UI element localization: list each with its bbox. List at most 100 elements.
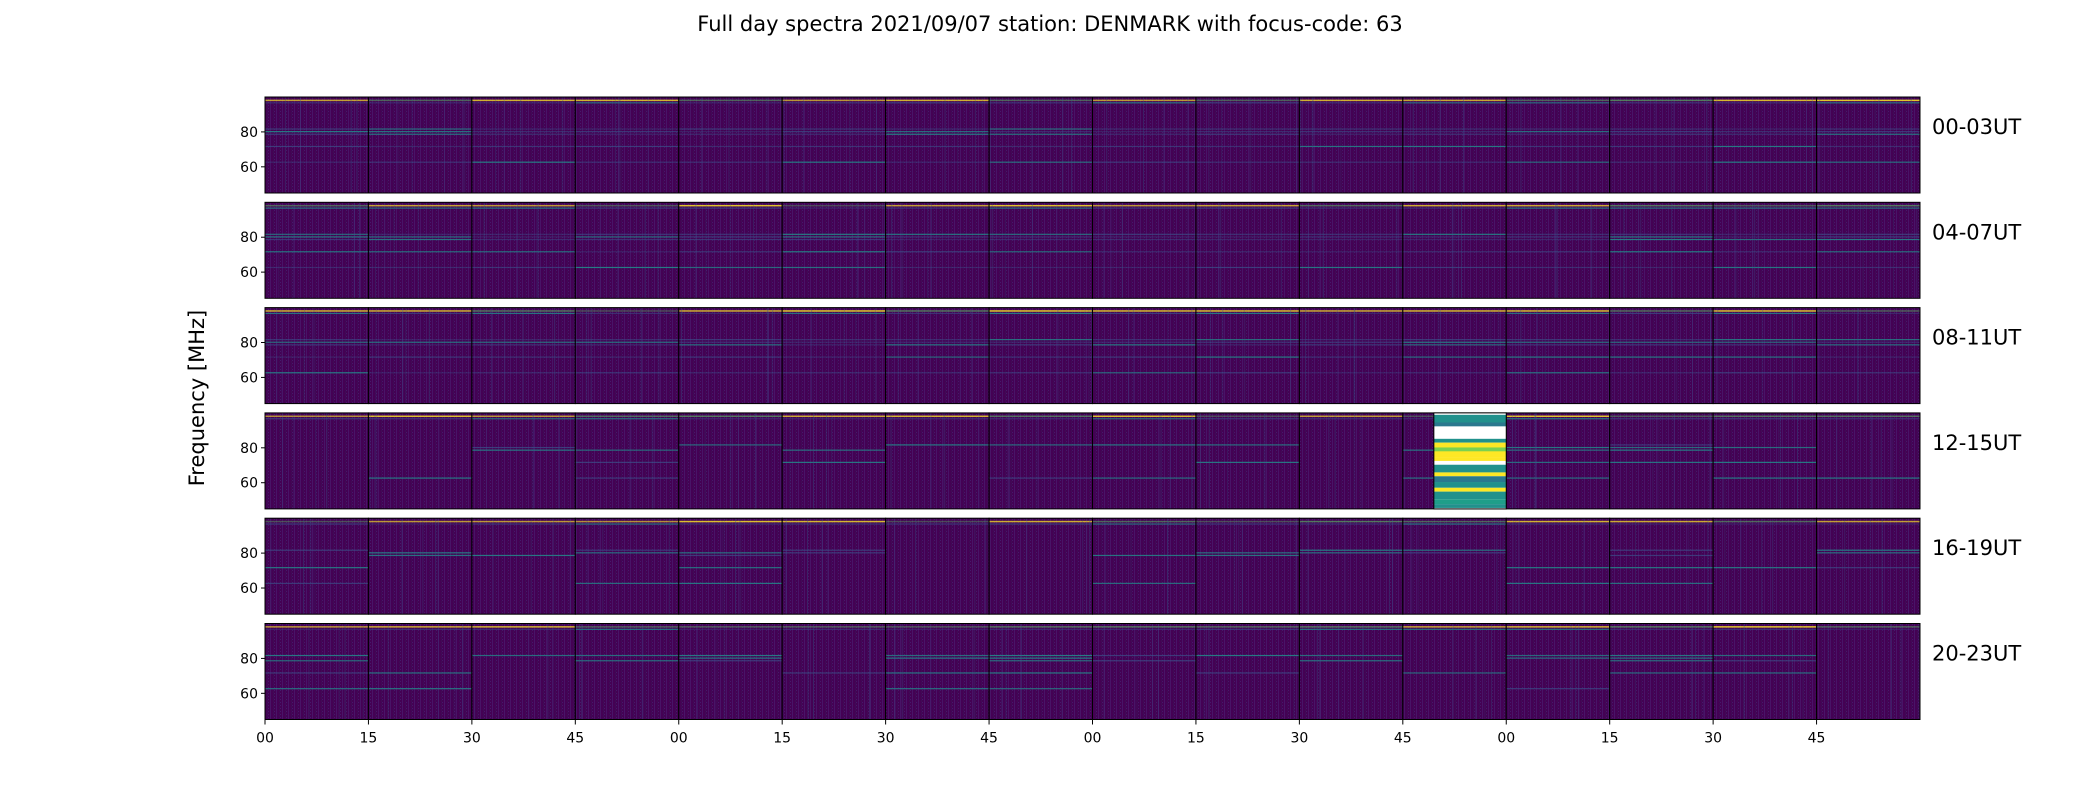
spectrum-panel (1712, 412, 1818, 510)
spectrum-panel (574, 307, 680, 405)
spectrum-panel (264, 96, 369, 194)
spectrum-panel (885, 517, 990, 615)
y-tick-label: 80 (240, 125, 258, 141)
spectrum-panel (367, 517, 473, 615)
spectrum-panel (1402, 307, 1507, 405)
spectrum-panel (1712, 623, 1818, 720)
y-tick-label: 80 (240, 441, 258, 457)
spectrum-panel (1609, 412, 1714, 510)
spectrum-panel (367, 96, 473, 194)
spectrum-panel (574, 412, 680, 510)
x-tick-label: 00 (256, 731, 274, 747)
x-tick-label: 45 (566, 731, 584, 747)
spectrum-panel (781, 412, 887, 510)
spectrum-panel (574, 96, 680, 194)
row-label: 16-19UT (1932, 536, 2021, 560)
spectrum-panel (1816, 307, 1921, 405)
spectrum-panel (1092, 412, 1197, 510)
spectra-row: 80 60 00-03UT (240, 96, 2021, 194)
spectrum-panel (781, 201, 887, 299)
spectrum-panel (471, 307, 576, 405)
spectrum-panel (1505, 201, 1611, 299)
spectrum-panel (1505, 623, 1611, 720)
row-label: 12-15UT (1932, 431, 2021, 455)
spectra-row: 80 60 04-07UT (240, 201, 2021, 299)
spectrum-panel (1816, 623, 1921, 720)
spectrum-panel (1609, 517, 1714, 615)
x-tick-label: 00 (1084, 731, 1102, 747)
spectrum-panel (678, 96, 783, 194)
spectrum-panel (678, 307, 783, 405)
spectrum-panel (1505, 96, 1611, 194)
spectrum-panel (1195, 201, 1300, 299)
spectrum-panel (885, 412, 990, 510)
x-tick-label: 30 (1704, 731, 1722, 747)
spectrum-panel (1298, 517, 1404, 615)
spectrum-panel (367, 307, 473, 405)
spectrum-panel (367, 201, 473, 299)
spectrum-panel (781, 96, 887, 194)
spectrum-panel (678, 517, 783, 615)
spectrum-panel (574, 623, 680, 720)
row-label: 04-07UT (1932, 220, 2021, 244)
spectrum-panel (678, 623, 783, 720)
spectrum-panel (678, 201, 783, 299)
spectrum-panel (1298, 412, 1404, 510)
spectrum-panel (1402, 623, 1507, 720)
x-tick-label: 45 (980, 731, 998, 747)
spectrum-panel (1402, 201, 1507, 299)
x-tick-label: 45 (1394, 731, 1412, 747)
spectrum-panel (1092, 623, 1197, 720)
x-tick-label: 15 (360, 731, 378, 747)
spectrum-panel (781, 517, 887, 615)
y-tick-label: 60 (240, 581, 258, 597)
spectrum-panel (264, 517, 369, 615)
spectrum-panel (264, 412, 369, 510)
spectrum-panel (264, 307, 369, 405)
spectrum-panel (1505, 517, 1611, 615)
row-label: 20-23UT (1932, 642, 2021, 666)
x-tick-label: 15 (1601, 731, 1619, 747)
y-tick-label: 60 (240, 370, 258, 386)
spectrum-panel (1195, 307, 1300, 405)
spectrum-panel (1298, 201, 1404, 299)
spectrum-panel (1609, 201, 1714, 299)
spectrum-panel (471, 412, 576, 510)
spectrum-panel (781, 623, 887, 720)
spectrum-panel (885, 96, 990, 194)
spectrum-panel (1816, 517, 1921, 615)
burst-block (1433, 412, 1507, 510)
spectrum-panel (1712, 307, 1818, 405)
spectrum-panel (1195, 412, 1300, 510)
spectrum-panel (1816, 412, 1921, 510)
row-label: 08-11UT (1932, 326, 2021, 350)
spectrum-panel (574, 517, 680, 615)
spectrum-panel (678, 412, 783, 510)
spectrum-panel (1092, 201, 1197, 299)
spectrum-panel (988, 201, 1093, 299)
spectrum-panel (1092, 307, 1197, 405)
x-tick-label: 30 (463, 731, 481, 747)
x-tick-label: 15 (1187, 731, 1205, 747)
spectrum-panel (1712, 517, 1818, 615)
spectrum-panel (1712, 201, 1818, 299)
x-tick-label: 30 (877, 731, 895, 747)
spectrum-panel (1195, 96, 1300, 194)
spectrum-panel (1298, 623, 1404, 720)
y-tick-label: 60 (240, 476, 258, 492)
x-tick-label: 45 (1808, 731, 1826, 747)
x-tick-label: 30 (1290, 731, 1308, 747)
spectrum-panel (1609, 307, 1714, 405)
x-tick-label: 15 (773, 731, 791, 747)
spectrum-panel (471, 96, 576, 194)
spectrum-panel (988, 96, 1093, 194)
spectrum-panel (1712, 96, 1818, 194)
spectrum-panel (471, 201, 576, 299)
spectrum-panel (988, 307, 1093, 405)
spectra-row: 80 60 12-15UT (240, 412, 2021, 510)
y-tick-label: 80 (240, 230, 258, 246)
spectrum-panel (885, 623, 990, 720)
spectrum-panel (1195, 623, 1300, 720)
spectrum-panel (1609, 623, 1714, 720)
